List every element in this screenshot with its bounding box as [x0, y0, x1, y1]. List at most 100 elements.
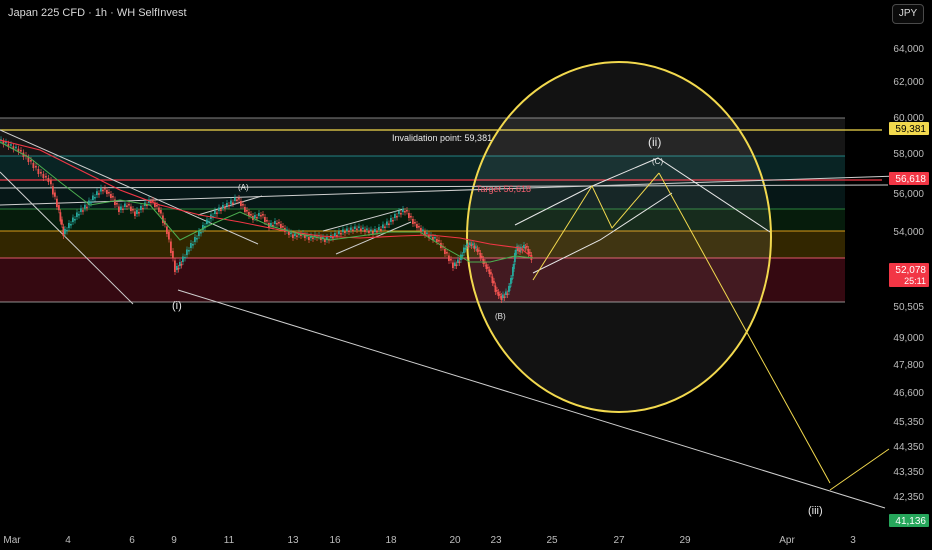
candle — [402, 206, 404, 215]
candle — [240, 198, 242, 209]
candle — [404, 208, 406, 216]
candle — [334, 230, 336, 239]
candle — [68, 220, 70, 231]
candle — [266, 217, 268, 225]
candle — [406, 207, 408, 215]
candle — [430, 232, 432, 240]
candle — [248, 209, 250, 219]
candle — [382, 221, 384, 231]
candle — [140, 203, 142, 213]
candle — [479, 250, 482, 261]
candle — [160, 207, 162, 217]
candle — [511, 275, 513, 283]
chart-header-symbol: Japan 225 CFD · 1h · WH SelfInvest — [8, 7, 187, 19]
candle — [78, 211, 80, 219]
candle — [500, 293, 503, 303]
candle — [244, 204, 246, 215]
price-badge: 56,618 — [889, 172, 929, 185]
candle — [179, 259, 181, 269]
candle — [475, 243, 477, 251]
candle — [523, 242, 525, 251]
price-tick-label: 42,350 — [893, 492, 924, 503]
candle — [463, 244, 465, 256]
candle — [467, 242, 470, 250]
candle — [108, 189, 110, 197]
wave-a-label: (A) — [238, 183, 249, 192]
candle — [224, 204, 226, 212]
candle — [422, 226, 424, 234]
candle — [392, 217, 394, 225]
price-badge-label: 59,381 — [895, 124, 926, 135]
candle — [177, 265, 180, 273]
date-axis[interactable]: Mar 4 6 9 11 13 16 18 20 23 25 27 29 Apr 3 — [3, 535, 856, 546]
candle — [481, 253, 483, 261]
price-badge-label: 56,618 — [895, 174, 926, 185]
candle — [162, 212, 164, 226]
candle — [112, 193, 114, 201]
target-label: Target 56,618 — [476, 184, 531, 194]
candle — [358, 223, 360, 231]
candle — [513, 261, 515, 272]
candle — [242, 201, 244, 209]
date-tick-label: 29 — [679, 535, 691, 546]
candle — [230, 197, 232, 207]
candle — [496, 287, 498, 295]
date-tick-label: 27 — [613, 535, 625, 546]
candle — [386, 218, 388, 228]
candle — [396, 213, 398, 221]
date-tick-label: Apr — [779, 535, 795, 546]
candle — [220, 206, 222, 214]
candle — [80, 205, 82, 215]
candle — [484, 259, 486, 267]
candle — [54, 189, 56, 200]
candle — [182, 253, 184, 265]
candle — [452, 259, 454, 271]
candle — [76, 209, 78, 220]
candle — [136, 207, 138, 217]
price-tick-label: 58,000 — [893, 149, 924, 160]
candle — [152, 197, 154, 205]
invalidation-label: Invalidation point: 59,381 — [392, 133, 492, 143]
candle — [478, 247, 480, 255]
candle — [390, 215, 392, 225]
candle — [312, 234, 314, 242]
candle — [503, 293, 506, 301]
price-tick-label: 45,350 — [893, 417, 924, 428]
price-tick-label: 50,505 — [893, 302, 924, 313]
candle — [228, 202, 230, 210]
price-badge: 59,381 — [889, 122, 929, 135]
candle — [340, 230, 342, 238]
wave-i-label: (i) — [172, 300, 182, 312]
candle — [70, 221, 72, 229]
candle — [412, 216, 414, 227]
candle — [154, 199, 156, 210]
candle — [342, 226, 344, 235]
date-tick-label: 11 — [224, 535, 235, 546]
wave-ii-label: (ii) — [648, 135, 661, 149]
candle — [2, 138, 5, 148]
moving-average-red — [0, 139, 534, 259]
date-tick-label: 4 — [65, 535, 71, 546]
currency-button[interactable]: JPY — [892, 4, 924, 24]
candle — [198, 228, 200, 239]
candle — [426, 229, 428, 237]
candle — [226, 200, 228, 209]
candle — [116, 200, 118, 208]
candle — [384, 223, 386, 231]
candle — [82, 207, 84, 215]
candle — [476, 245, 479, 255]
price-tick-label: 62,000 — [893, 77, 924, 88]
candle — [428, 231, 430, 241]
price-badge-label: 52,078 — [895, 265, 926, 276]
candle — [172, 248, 174, 262]
candle — [380, 226, 382, 234]
candle — [196, 235, 198, 243]
price-axis[interactable]: 64,000 62,000 60,000 58,000 56,000 54,000 50,5… — [893, 44, 924, 503]
candle — [142, 205, 144, 213]
candle — [110, 191, 112, 201]
price-badge: 41,136 — [889, 514, 929, 527]
candle — [170, 238, 172, 256]
date-tick-label: 25 — [546, 535, 558, 546]
candle — [35, 163, 37, 171]
